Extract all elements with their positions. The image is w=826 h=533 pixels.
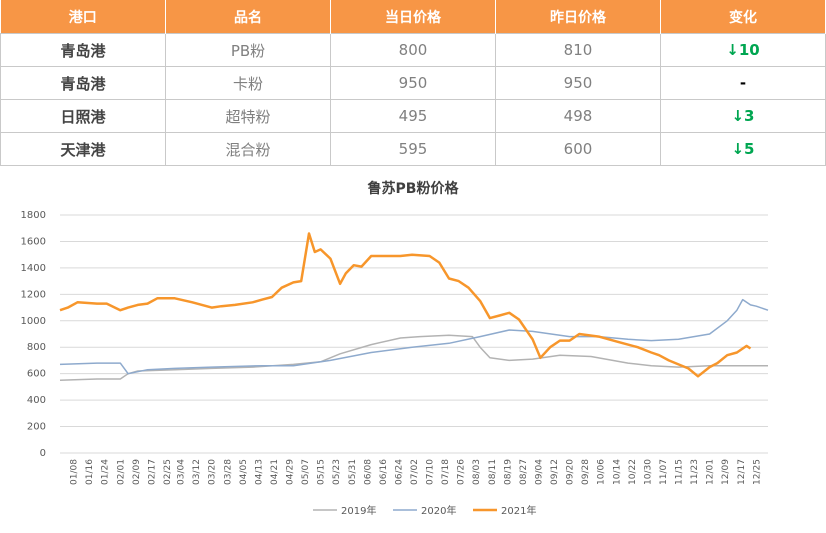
cell-product: 混合粉 — [165, 132, 331, 166]
cell-change: ↓10 — [660, 33, 826, 67]
cell-yesterday: 600 — [495, 132, 661, 166]
table-row: 日照港 超特粉 495 498 ↓3 — [0, 99, 826, 133]
y-tick-label: 1200 — [21, 289, 46, 300]
y-tick-label: 1600 — [21, 236, 46, 247]
cell-port: 青岛港 — [0, 66, 166, 100]
x-tick-label: 11/07 — [659, 459, 669, 485]
legend-label: 2021年 — [501, 504, 536, 517]
series-line-2 — [59, 232, 752, 378]
x-tick-label: 02/17 — [147, 459, 157, 485]
x-tick-label: 08/03 — [472, 459, 482, 485]
x-tick-label: 08/27 — [519, 459, 529, 485]
x-tick-label: 10/22 — [628, 459, 638, 485]
x-tick-label: 10/06 — [597, 459, 607, 485]
header-today-price: 当日价格 — [330, 0, 496, 34]
cell-change: - — [660, 66, 826, 100]
x-tick-label: 12/25 — [752, 459, 762, 485]
cell-change: ↓5 — [660, 132, 826, 166]
x-tick-label: 12/09 — [721, 459, 731, 485]
x-tick-label: 09/28 — [581, 459, 591, 485]
x-tick-label: 10/30 — [643, 459, 653, 485]
x-tick-label: 02/01 — [116, 459, 126, 485]
y-tick-label: 800 — [27, 342, 46, 353]
chart-svg: 鲁苏PB粉价格 0 200 400 600 800 1000 1200 1400 1600 1800… — [21, 180, 769, 517]
x-tick-label: 03/12 — [192, 459, 202, 485]
x-tick-label: 02/25 — [163, 459, 173, 485]
x-tick-label: 02/09 — [132, 459, 142, 485]
x-tick-label: 04/29 — [286, 459, 296, 485]
cell-yesterday: 950 — [495, 66, 661, 100]
x-tick-label: 03/04 — [177, 459, 187, 485]
cell-port: 天津港 — [0, 132, 166, 166]
x-tick-label: 07/26 — [457, 459, 467, 485]
cell-change: ↓3 — [660, 99, 826, 133]
cell-product: PB粉 — [165, 33, 331, 67]
x-tick-label: 06/08 — [363, 459, 373, 485]
cell-today: 495 — [330, 99, 496, 133]
x-tick-label: 10/14 — [612, 459, 622, 485]
cell-port: 日照港 — [0, 99, 166, 133]
x-tick-label: 11/15 — [675, 459, 685, 485]
x-tick-label: 01/08 — [70, 459, 80, 485]
x-tick-label: 09/12 — [550, 459, 560, 485]
series-line-0 — [59, 334, 768, 382]
x-tick-label: 05/31 — [348, 459, 358, 485]
y-tick-label: 200 — [27, 422, 46, 433]
x-tick-label: 04/13 — [254, 459, 264, 485]
x-tick-label: 06/16 — [379, 459, 389, 485]
cell-today: 950 — [330, 66, 496, 100]
x-tick-label: 12/17 — [737, 459, 747, 485]
cell-product: 卡粉 — [165, 66, 331, 100]
x-tick-label: 09/20 — [566, 459, 576, 485]
y-tick-label: 1000 — [21, 316, 46, 327]
x-tick-label: 01/24 — [101, 459, 111, 485]
cell-port: 青岛港 — [0, 33, 166, 67]
x-tick-label: 05/07 — [301, 459, 311, 485]
cell-yesterday: 810 — [495, 33, 661, 67]
price-chart: 鲁苏PB粉价格 0 200 400 600 800 1000 1200 1400 1600 1800… — [0, 165, 826, 529]
header-change: 变化 — [660, 0, 826, 34]
x-tick-label: 03/28 — [223, 459, 233, 485]
header-port: 港口 — [0, 0, 166, 34]
cell-today: 595 — [330, 132, 496, 166]
x-tick-label: 04/05 — [239, 459, 249, 485]
y-tick-label: 600 — [27, 369, 46, 380]
x-tick-label: 07/18 — [441, 459, 451, 485]
x-tick-label: 12/01 — [706, 459, 716, 485]
cell-yesterday: 498 — [495, 99, 661, 133]
x-tick-label: 08/19 — [503, 459, 513, 485]
cell-today: 800 — [330, 33, 496, 67]
y-tick-label: 1400 — [21, 263, 46, 274]
cell-product: 超特粉 — [165, 99, 331, 133]
y-tick-label: 400 — [27, 395, 46, 406]
x-tick-label: 06/24 — [394, 459, 404, 485]
x-tick-label: 07/10 — [426, 459, 436, 485]
legend-label: 2020年 — [421, 504, 456, 517]
x-tick-label: 08/11 — [488, 459, 498, 485]
x-tick-label: 01/16 — [85, 459, 95, 485]
header-product: 品名 — [165, 0, 331, 34]
header-yesterday-price: 昨日价格 — [495, 0, 661, 34]
price-table: 港口 品名 当日价格 昨日价格 变化 青岛港 PB粉 800 810 ↓10 青… — [0, 0, 826, 166]
table-row: 青岛港 卡粉 950 950 - — [0, 66, 826, 100]
y-tick-label: 0 — [40, 448, 46, 459]
x-tick-label: 11/23 — [690, 459, 700, 485]
series-line-1 — [59, 298, 769, 375]
chart-title: 鲁苏PB粉价格 — [367, 180, 460, 197]
x-tick-label: 09/04 — [534, 459, 544, 485]
table-row: 青岛港 PB粉 800 810 ↓10 — [0, 33, 826, 67]
legend-label: 2019年 — [341, 504, 376, 517]
x-tick-label: 03/20 — [208, 459, 218, 485]
x-tick-label: 07/02 — [410, 459, 420, 485]
y-tick-label: 1800 — [21, 210, 46, 221]
table-header-row: 港口 品名 当日价格 昨日价格 变化 — [0, 0, 826, 34]
x-tick-label: 05/23 — [332, 459, 342, 485]
table-row: 天津港 混合粉 595 600 ↓5 — [0, 132, 826, 166]
x-tick-label: 05/15 — [317, 459, 327, 485]
x-tick-label: 04/21 — [270, 459, 280, 485]
